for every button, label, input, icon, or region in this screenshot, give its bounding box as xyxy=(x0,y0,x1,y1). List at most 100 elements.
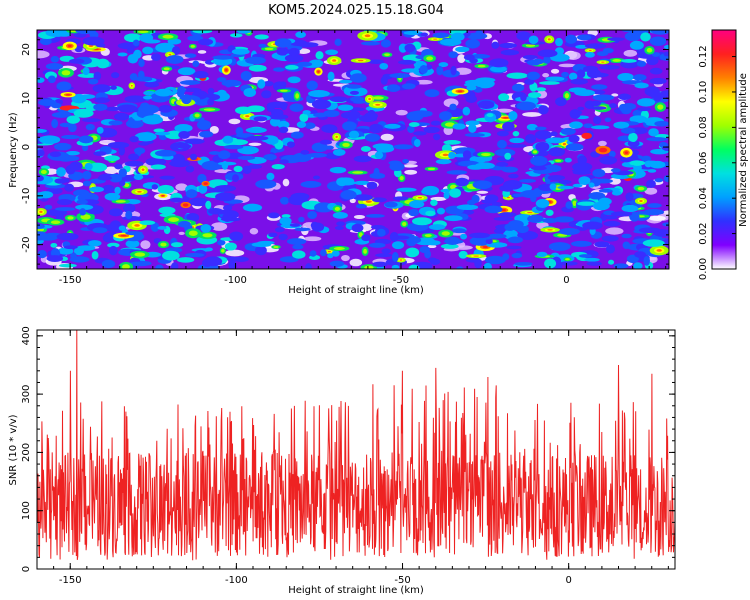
heatmap-cell xyxy=(435,159,452,165)
heatmap-cell xyxy=(161,195,165,197)
heatmap-cell xyxy=(128,117,135,127)
heatmap-cell xyxy=(506,245,522,250)
heatmap-cell xyxy=(96,58,110,69)
heatmap-cell xyxy=(469,232,490,239)
heatmap-cell xyxy=(358,232,363,238)
heatmap-cell xyxy=(577,34,592,41)
heatmap-cell xyxy=(92,227,108,234)
heatmap-cell xyxy=(439,111,452,121)
heatmap-cell xyxy=(150,222,160,232)
heatmap-cell xyxy=(104,192,121,201)
heatmap-cell xyxy=(312,175,321,180)
heatmap-cell xyxy=(117,104,137,113)
heatmap-cell xyxy=(223,144,244,150)
heatmap-cell xyxy=(299,113,309,123)
heatmap-cell xyxy=(120,234,127,237)
heatmap-cell xyxy=(124,33,142,43)
heatmap-y-ticks: -20 -10 0 10 20 xyxy=(21,29,669,265)
heatmap-cell xyxy=(300,180,322,188)
heatmap-cell xyxy=(168,53,172,56)
heatmap-cell xyxy=(525,44,536,47)
heatmap-cell xyxy=(288,195,308,206)
heatmap-cell xyxy=(80,214,91,220)
y-tick-label: 0 xyxy=(21,566,32,572)
heatmap-cell xyxy=(477,100,495,110)
heatmap-cell xyxy=(198,184,208,194)
heatmap-cell xyxy=(612,59,622,62)
heatmap-cell xyxy=(391,241,405,250)
heatmap-cell xyxy=(592,89,606,95)
heatmap-cell xyxy=(456,204,479,211)
heatmap-cell xyxy=(125,210,133,220)
heatmap-cell xyxy=(364,34,371,38)
heatmap-cell xyxy=(507,236,524,244)
heatmap-cell xyxy=(134,252,146,257)
heatmap-cell xyxy=(49,151,62,158)
heatmap-cell xyxy=(610,168,621,173)
heatmap-cell xyxy=(577,201,596,206)
heatmap-cell xyxy=(555,37,563,47)
heatmap-cell xyxy=(555,97,567,107)
heatmap-cell xyxy=(255,179,277,189)
heatmap-cell xyxy=(327,71,335,82)
heatmap-cell xyxy=(261,90,272,99)
heatmap-cell xyxy=(530,166,547,171)
heatmap-cell xyxy=(349,258,363,267)
heatmap-cell xyxy=(165,54,184,64)
heatmap-cell xyxy=(424,234,432,237)
heatmap-cell xyxy=(327,253,334,259)
heatmap-cell xyxy=(527,214,544,223)
colorbar-tick-label: 0.06 xyxy=(698,152,709,174)
heatmap-cell xyxy=(205,247,213,252)
heatmap-cell xyxy=(115,200,126,203)
heatmap-cell xyxy=(105,106,121,112)
heatmap-cell xyxy=(419,246,431,254)
heatmap-cell xyxy=(408,264,420,269)
heatmap-cell xyxy=(309,250,317,257)
heatmap-cell xyxy=(654,178,664,183)
heatmap-cell xyxy=(449,103,457,111)
heatmap-cell xyxy=(404,43,416,53)
heatmap-cell xyxy=(564,157,572,163)
heatmap-cell xyxy=(142,95,153,100)
colorbar-tick-label: 0.02 xyxy=(698,222,709,244)
heatmap-cell xyxy=(177,257,195,263)
heatmap-cell xyxy=(455,46,470,53)
heatmap-cell xyxy=(286,238,307,245)
heatmap-cell xyxy=(401,83,416,90)
heatmap-cell xyxy=(565,258,570,261)
heatmap-cell xyxy=(164,130,184,140)
heatmap-cell xyxy=(329,96,348,103)
heatmap-cell xyxy=(339,79,353,84)
heatmap-cell xyxy=(279,216,292,226)
heatmap-cell xyxy=(608,150,616,158)
heatmap-cell xyxy=(542,73,550,78)
heatmap-cell xyxy=(82,36,105,46)
heatmap-cell xyxy=(493,216,514,221)
heatmap-cell xyxy=(104,166,119,175)
heatmap-cell xyxy=(527,211,533,214)
heatmap-cell xyxy=(465,258,482,263)
heatmap-cell xyxy=(73,108,94,118)
heatmap-cell xyxy=(334,38,342,47)
heatmap-cell xyxy=(610,211,633,217)
heatmap-cell xyxy=(621,103,637,110)
heatmap-cell xyxy=(99,140,115,144)
heatmap-cell xyxy=(508,173,519,179)
heatmap-cell xyxy=(117,52,128,57)
heatmap-cell xyxy=(228,260,237,269)
x-tick-label: -50 xyxy=(394,575,410,586)
heatmap-cell xyxy=(65,93,71,96)
heatmap-cell xyxy=(61,134,80,140)
heatmap-cell xyxy=(460,233,468,240)
heatmap-cell xyxy=(73,246,84,256)
heatmap-cell xyxy=(520,93,527,102)
heatmap-cell xyxy=(243,87,257,98)
heatmap-xlabel: Height of straight line (km) xyxy=(288,285,424,296)
heatmap-cell xyxy=(151,184,159,190)
heatmap-cell xyxy=(647,203,662,208)
heatmap-cell xyxy=(277,120,290,129)
y-tick-label: 10 xyxy=(21,92,32,105)
heatmap-cell xyxy=(584,43,607,49)
